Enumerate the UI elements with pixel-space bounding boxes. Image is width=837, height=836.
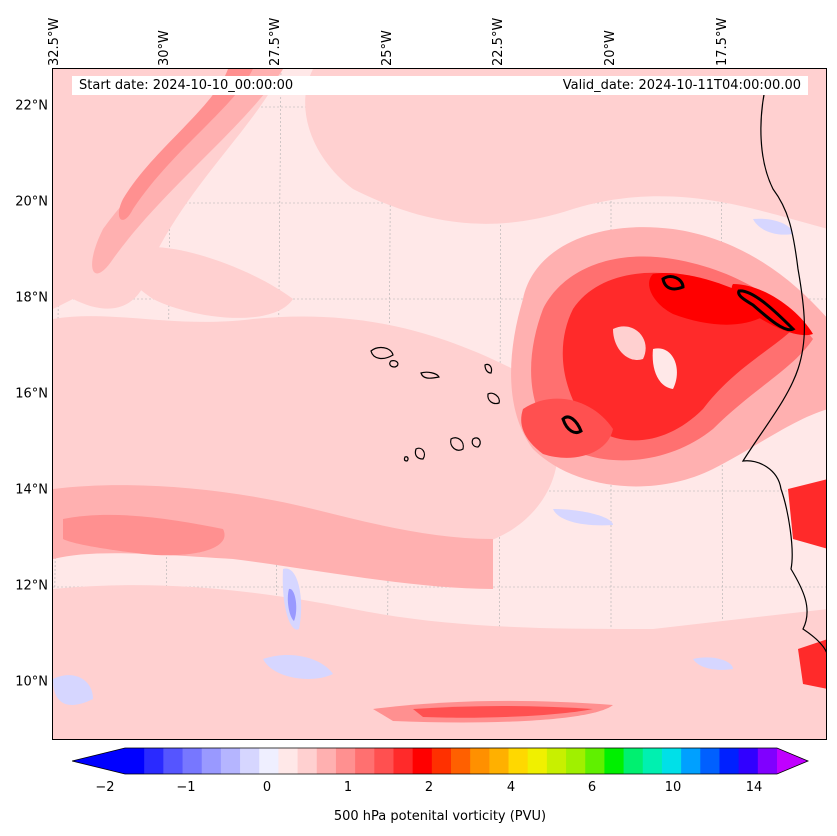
colorbar-tick-label: 2 — [424, 780, 434, 795]
colorbar-swatch — [451, 748, 471, 774]
colorbar-tick-label: 10 — [664, 780, 682, 795]
colorbar-swatch — [566, 748, 586, 774]
colorbar-swatch — [201, 748, 222, 774]
start-date-label: Start date: 2024-10-10_00:00:00 — [79, 78, 294, 93]
colorbar-swatch — [738, 748, 759, 774]
colorbar-swatch — [393, 748, 414, 774]
colorbar-swatch — [182, 748, 203, 774]
map-panel — [52, 68, 827, 740]
colorbar-swatch — [297, 748, 318, 774]
colorbar — [72, 747, 810, 775]
colorbar-swatch — [316, 748, 337, 774]
colorbar-tick-label: 4 — [506, 780, 516, 795]
colorbar-swatch — [623, 748, 644, 774]
pv-field-shading — [53, 69, 826, 739]
colorbar-swatch — [757, 748, 778, 774]
pv-contours — [561, 275, 796, 434]
colorbar-swatch — [719, 748, 740, 774]
coastlines — [370, 88, 826, 653]
colorbar-swatch — [144, 748, 164, 774]
valid-date-label: Valid_date: 2024-10-11T04:00:00.00 — [562, 78, 801, 93]
latitude-label: 12°N — [15, 578, 48, 594]
longitude-label: 27.5°W — [268, 17, 283, 66]
colorbar-swatch — [220, 748, 241, 774]
longitude-label: 30°W — [157, 30, 172, 66]
colorbar-swatch — [527, 748, 548, 774]
colorbar-tick-label: 6 — [587, 780, 597, 795]
date-banner — [72, 76, 808, 95]
latitude-label: 20°N — [15, 194, 48, 210]
colorbar-tick-label: 14 — [745, 780, 763, 795]
colorbar-under-arrow — [72, 748, 125, 774]
colorbar-tick-label: 0 — [262, 780, 272, 795]
colorbar-outline — [72, 747, 810, 775]
longitude-label: 20°W — [603, 30, 618, 66]
longitude-label: 17.5°W — [715, 17, 730, 66]
colorbar-swatch — [470, 748, 490, 774]
colorbar-title: 500 hPa potenital vorticity (PVU) — [333, 809, 547, 824]
colorbar-swatch — [259, 748, 279, 774]
colorbar-swatch — [508, 748, 529, 774]
longitude-label: 22.5°W — [491, 17, 506, 66]
colorbar-swatch — [661, 748, 682, 774]
colorbar-swatch — [585, 748, 605, 774]
colorbar-over-arrow — [777, 748, 808, 774]
latitude-label: 14°N — [15, 482, 48, 498]
latitude-label: 18°N — [15, 290, 48, 306]
colorbar-swatch — [355, 748, 375, 774]
longitude-label: 25°W — [380, 30, 395, 66]
colorbar-swatch — [642, 748, 663, 774]
latitude-label: 16°N — [15, 386, 48, 402]
colorbar-swatch — [163, 748, 184, 774]
colorbar-swatch — [278, 748, 299, 774]
colorbar-swatch — [604, 748, 625, 774]
colorbar-swatch — [681, 748, 701, 774]
colorbar-swatch — [700, 748, 720, 774]
colorbar-swatch — [431, 748, 452, 774]
colorbar-swatch — [374, 748, 394, 774]
colorbar-swatch — [546, 748, 567, 774]
pv-map — [53, 69, 826, 739]
colorbar-swatch — [335, 748, 356, 774]
colorbar-swatch — [240, 748, 260, 774]
colorbar-swatch — [412, 748, 433, 774]
latitude-label: 10°N — [15, 674, 48, 690]
longitude-label: 32.5°W — [47, 17, 62, 66]
colorbar-tick-label: −1 — [176, 780, 196, 795]
colorbar-swatch — [125, 748, 145, 774]
colorbar-swatch — [489, 748, 510, 774]
colorbar-tick-label: 1 — [343, 780, 353, 795]
colorbar-tick-label: −2 — [95, 780, 115, 795]
latitude-label: 22°N — [15, 98, 48, 114]
